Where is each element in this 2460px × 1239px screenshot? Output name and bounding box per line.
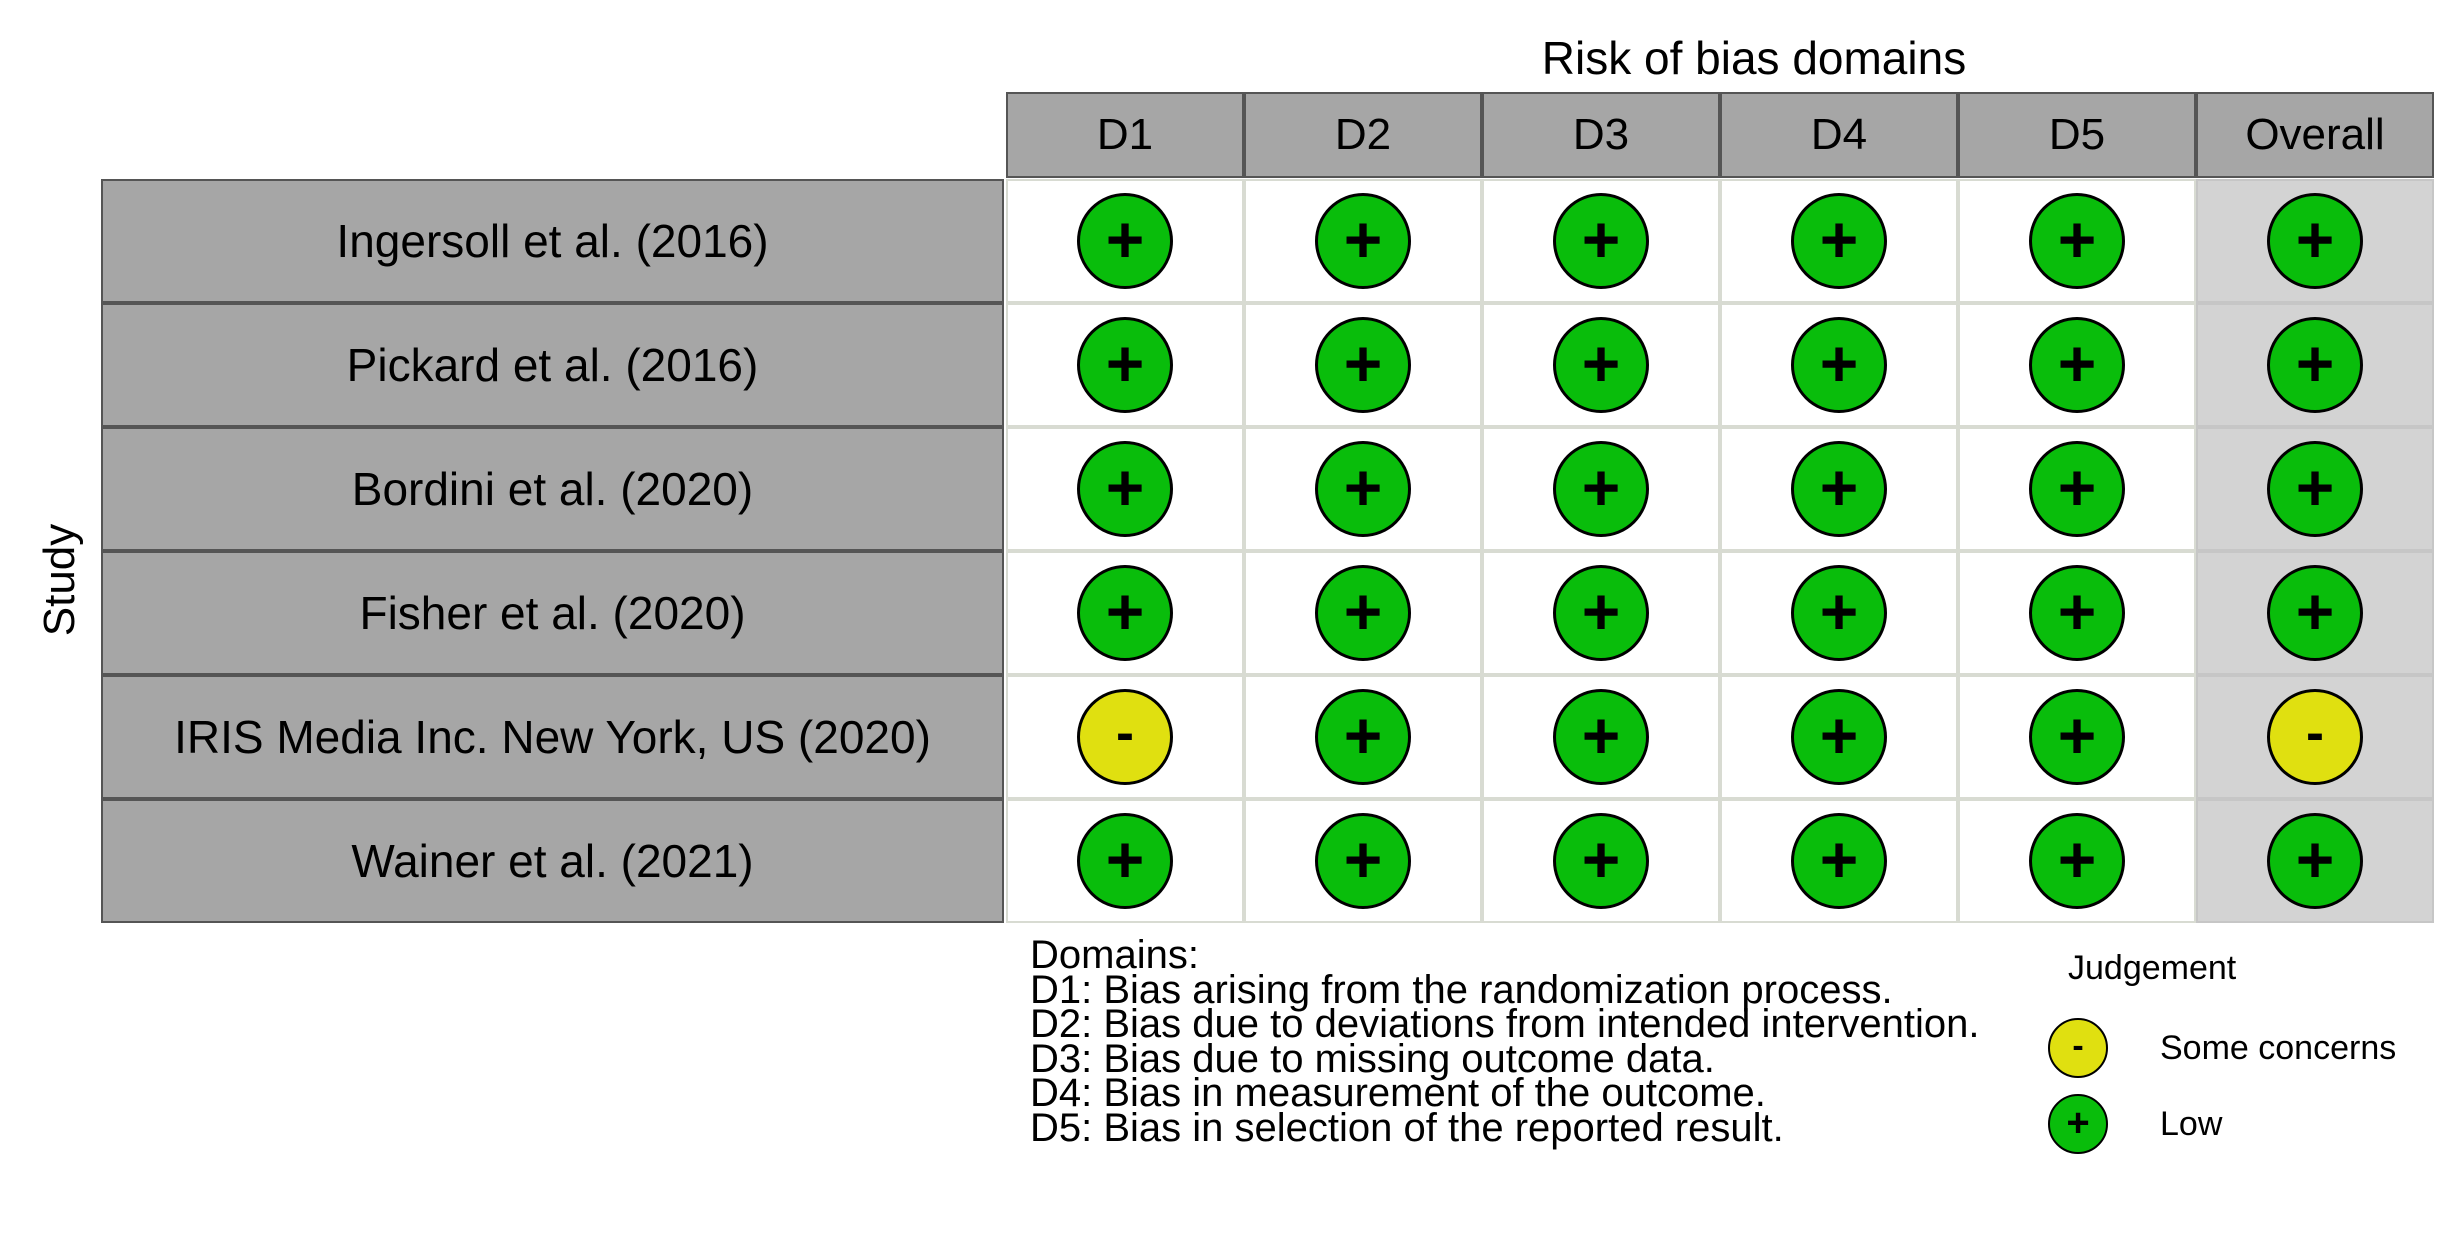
- legend-label-low: Low: [2160, 1105, 2223, 1143]
- low-risk-icon: +: [1553, 193, 1649, 289]
- low-risk-icon: +: [1315, 565, 1411, 661]
- low-risk-icon: +: [1791, 813, 1887, 909]
- low-risk-icon: +: [1791, 441, 1887, 537]
- domain-d4-description: D4: Bias in measurement of the outcome.: [1030, 1071, 1766, 1115]
- low-risk-icon: +: [1315, 317, 1411, 413]
- low-risk-icon: +: [1077, 317, 1173, 413]
- low-risk-icon: +: [1553, 441, 1649, 537]
- domains-legend: Domains: D1: Bias arising from the rando…: [1030, 933, 1980, 1150]
- low-risk-icon: +: [1315, 813, 1411, 909]
- column-header-d1: D1: [1006, 92, 1244, 178]
- column-header-d2: D2: [1244, 92, 1482, 178]
- low-risk-icon: +: [1553, 565, 1649, 661]
- low-risk-icon: +: [2029, 317, 2125, 413]
- column-header-d4: D4: [1720, 92, 1958, 178]
- some-concerns-icon: -: [2267, 689, 2363, 785]
- some-concerns-icon: -: [1077, 689, 1173, 785]
- domain-d3-description: D3: Bias due to missing outcome data.: [1030, 1036, 1715, 1081]
- low-risk-icon: +: [1077, 813, 1173, 909]
- low-risk-icon: +: [1791, 193, 1887, 289]
- low-risk-icon: +: [2029, 813, 2125, 909]
- low-risk-icon: +: [2048, 1094, 2108, 1154]
- domain-d2-description: D2: Bias due to deviations from intended…: [1030, 1002, 1980, 1046]
- low-risk-icon: +: [1791, 565, 1887, 661]
- low-risk-icon: +: [1315, 689, 1411, 785]
- low-risk-icon: +: [1791, 689, 1887, 785]
- column-header-d3: D3: [1482, 92, 1720, 178]
- low-risk-icon: +: [2267, 441, 2363, 537]
- study-label: Pickard et al. (2016): [101, 303, 1004, 427]
- low-risk-icon: +: [2267, 813, 2363, 909]
- domains-title: Domains:: [1030, 933, 1199, 977]
- low-risk-icon: +: [2029, 689, 2125, 785]
- low-risk-icon: +: [1315, 441, 1411, 537]
- low-risk-icon: +: [1553, 689, 1649, 785]
- low-risk-icon: +: [1553, 317, 1649, 413]
- legend-label-some-concerns: Some concerns: [2160, 1029, 2397, 1067]
- low-risk-icon: +: [2029, 441, 2125, 537]
- study-label: Bordini et al. (2020): [101, 427, 1004, 551]
- low-risk-icon: +: [1077, 193, 1173, 289]
- column-header-d5: D5: [1958, 92, 2196, 178]
- domain-d5-description: D5: Bias in selection of the reported re…: [1030, 1105, 1784, 1150]
- domain-d1-description: D1: Bias arising from the randomization …: [1030, 967, 1893, 1012]
- low-risk-icon: +: [2267, 565, 2363, 661]
- judgement-legend-title: Judgement: [2068, 949, 2237, 987]
- low-risk-icon: +: [1077, 441, 1173, 537]
- column-header-overall: Overall: [2196, 92, 2434, 178]
- study-label: IRIS Media Inc. New York, US (2020): [101, 675, 1004, 799]
- study-label: Ingersoll et al. (2016): [101, 179, 1004, 303]
- low-risk-icon: +: [2267, 193, 2363, 289]
- low-risk-icon: +: [1553, 813, 1649, 909]
- some-concerns-icon: -: [2048, 1018, 2108, 1078]
- study-label: Fisher et al. (2020): [101, 551, 1004, 675]
- low-risk-icon: +: [2029, 565, 2125, 661]
- low-risk-icon: +: [1791, 317, 1887, 413]
- low-risk-icon: +: [2267, 317, 2363, 413]
- study-label: Wainer et al. (2021): [101, 799, 1004, 923]
- low-risk-icon: +: [1315, 193, 1411, 289]
- low-risk-icon: +: [1077, 565, 1173, 661]
- low-risk-icon: +: [2029, 193, 2125, 289]
- chart-title: Risk of bias domains: [1541, 32, 1967, 84]
- y-axis-label: Study: [35, 523, 84, 637]
